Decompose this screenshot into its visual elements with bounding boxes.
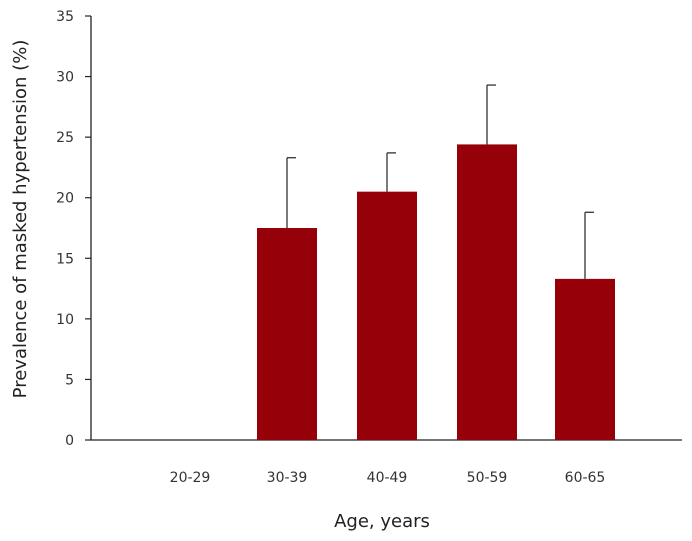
- error-bars-group: [286, 84, 594, 279]
- x-tick-label: 30-39: [267, 470, 308, 486]
- x-tick-label: 60-65: [565, 470, 606, 486]
- y-tick-label: 30: [56, 70, 74, 86]
- y-axis-title: Prevalence of masked hypertension (%): [10, 40, 31, 399]
- x-axis-title: Age, years: [334, 511, 430, 532]
- x-tick-label: 20-29: [170, 470, 211, 486]
- y-tick-label: 15: [56, 251, 74, 267]
- bar: [357, 191, 417, 440]
- bars-group: [257, 144, 615, 440]
- y-axis: 0 5 10 15 20 25 30 35: [56, 9, 92, 449]
- y-tick-label: 25: [56, 130, 74, 146]
- bar: [257, 228, 317, 440]
- y-tick-label: 5: [65, 372, 74, 388]
- y-tick-label: 0: [65, 433, 74, 449]
- y-tick-label: 20: [56, 191, 74, 207]
- bar: [555, 278, 615, 440]
- y-tick-label: 10: [56, 312, 74, 328]
- x-tick-label: 50-59: [467, 470, 508, 486]
- x-tick-label: 40-49: [367, 470, 408, 486]
- x-axis: 20-29 30-39 40-49 50-59 60-65: [91, 439, 682, 486]
- y-tick-label: 35: [56, 9, 74, 25]
- bar: [457, 144, 517, 440]
